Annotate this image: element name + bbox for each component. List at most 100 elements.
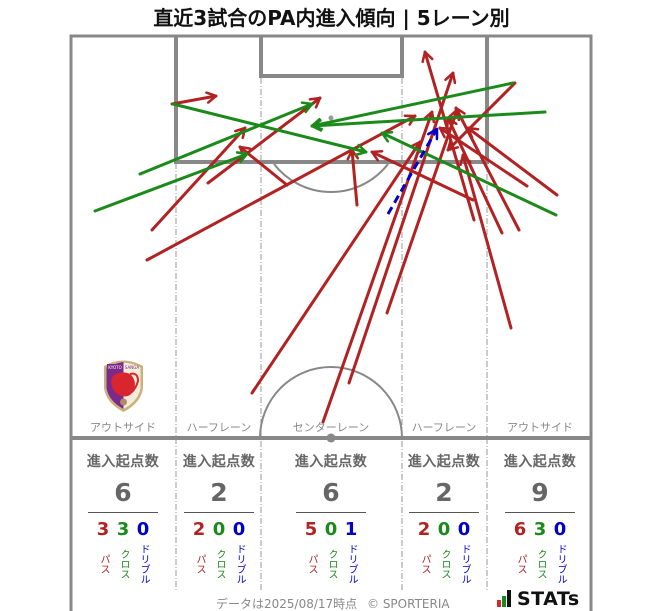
pass-label: パス xyxy=(515,554,526,574)
penalty-arc xyxy=(273,163,389,193)
pass-label: パス xyxy=(306,554,317,574)
dribble-count: 1 xyxy=(344,519,358,540)
type-labels: パス クロス ドリブル xyxy=(169,542,269,586)
cross-label: クロス xyxy=(535,549,546,579)
bar-chart-icon xyxy=(497,590,512,607)
cross-arrow xyxy=(138,101,314,176)
pass-label: パス xyxy=(98,554,109,574)
dribble-count: 0 xyxy=(457,519,471,540)
lane-stats-outside-right: 進入起点数 9 6 3 0 パス クロス ドリブル xyxy=(490,446,590,586)
pass-arrow xyxy=(321,110,436,424)
entry-total: 2 xyxy=(210,478,228,507)
entry-arrows xyxy=(93,50,559,424)
pass-count: 5 xyxy=(304,519,318,540)
stats-heading: 進入起点数 xyxy=(182,454,256,470)
entry-total: 6 xyxy=(114,478,132,507)
stats-heading: 進入起点数 xyxy=(294,454,368,470)
chart-title: 直近3試合のPA内進入傾向 | 5レーン別 xyxy=(153,6,510,30)
lane-label-outside-left: アウトサイド xyxy=(90,421,156,434)
entry-total: 9 xyxy=(531,478,549,507)
type-labels: パス クロス ドリブル xyxy=(394,542,494,586)
dribble-count: 0 xyxy=(136,519,150,540)
pass-label: パス xyxy=(194,554,205,574)
dribble-label: ドリブル xyxy=(346,544,357,584)
cross-count: 0 xyxy=(212,519,226,540)
cross-count: 0 xyxy=(437,519,451,540)
divider-rule xyxy=(409,512,479,513)
cross-label: クロス xyxy=(118,549,129,579)
divider-rule xyxy=(505,512,575,513)
lane-label-half-left: ハーフレーン xyxy=(186,421,252,434)
goal-area xyxy=(259,36,404,78)
cross-arrow xyxy=(310,110,547,132)
dribble-label: ドリブル xyxy=(459,544,470,584)
entry-total: 6 xyxy=(322,478,340,507)
type-labels: パス クロス ドリブル xyxy=(490,542,590,586)
lane-stats-half-left: 進入起点数 2 2 0 0 パス クロス ドリブル xyxy=(169,446,269,586)
type-labels: パス クロス ドリブル xyxy=(281,542,381,586)
pass-count: 2 xyxy=(417,519,431,540)
type-counts: 6 3 0 xyxy=(490,519,590,541)
cross-count: 0 xyxy=(324,519,338,540)
lane-stats-outside-left: 進入起点数 6 3 3 0 パス クロス ドリブル xyxy=(73,446,173,586)
type-counts: 2 0 0 xyxy=(394,519,494,541)
pass-arrow xyxy=(459,153,513,330)
pass-arrow xyxy=(454,106,521,232)
lane-stats-center: 進入起点数 6 5 0 1 パス クロス ドリブル xyxy=(281,446,381,586)
crest-text-left: KYOTO xyxy=(108,365,121,370)
pass-label: パス xyxy=(419,554,430,574)
cross-count: 3 xyxy=(533,519,547,540)
pass-arrow xyxy=(438,126,529,188)
lane-label-half-right: ハーフレーン xyxy=(411,421,477,434)
pass-arrow xyxy=(170,91,218,106)
divider-rule xyxy=(88,512,158,513)
cross-count: 3 xyxy=(116,519,130,540)
dribble-count: 0 xyxy=(232,519,246,540)
dribble-label: ドリブル xyxy=(138,544,149,584)
cross-label: クロス xyxy=(326,549,337,579)
pass-count: 6 xyxy=(513,519,527,540)
cross-arrow xyxy=(310,81,515,131)
pass-arrow xyxy=(370,149,475,202)
pass-arrow xyxy=(145,114,417,262)
entry-total: 2 xyxy=(435,478,453,507)
dribble-arrow xyxy=(386,127,439,215)
pass-arrow xyxy=(466,126,559,197)
lane-label-center: センターレーン xyxy=(292,421,370,434)
penalty-spot xyxy=(328,115,334,121)
cross-arrow xyxy=(171,102,368,157)
cross-label: クロス xyxy=(439,549,450,579)
stats-brand-logo: STATs xyxy=(497,588,580,610)
type-labels: パス クロス ドリブル xyxy=(73,542,173,586)
pass-count: 2 xyxy=(192,519,206,540)
type-counts: 2 0 0 xyxy=(169,519,269,541)
lane-label-outside-right: アウトサイド xyxy=(507,421,573,434)
pass-count: 3 xyxy=(96,519,110,540)
stats-heading: 進入起点数 xyxy=(503,454,577,470)
cross-arrow xyxy=(93,151,249,213)
type-counts: 3 3 0 xyxy=(73,519,173,541)
stats-heading: 進入起点数 xyxy=(86,454,160,470)
team-crest-icon: KYOTO SANGA xyxy=(104,360,143,412)
pass-arrow xyxy=(150,126,247,232)
type-counts: 5 0 1 xyxy=(281,519,381,541)
dribble-count: 0 xyxy=(553,519,567,540)
crest-text-right: SANGA xyxy=(125,365,139,370)
dribble-label: ドリブル xyxy=(555,544,566,584)
divider-rule xyxy=(184,512,254,513)
pitch-outline xyxy=(69,34,593,611)
center-circle xyxy=(259,366,403,439)
cross-label: クロス xyxy=(214,549,225,579)
pass-arrow xyxy=(385,108,461,315)
lane-stats-half-right: 進入起点数 2 2 0 0 パス クロス ドリブル xyxy=(394,446,494,586)
dribble-label: ドリブル xyxy=(234,544,245,584)
copyright: © SPORTERIA xyxy=(367,597,450,611)
stats-heading: 進入起点数 xyxy=(407,454,481,470)
divider-rule xyxy=(296,512,366,513)
pass-arrow xyxy=(250,140,422,395)
cross-arrow xyxy=(380,130,558,217)
pass-arrow xyxy=(347,71,457,385)
pass-arrow xyxy=(346,148,360,207)
